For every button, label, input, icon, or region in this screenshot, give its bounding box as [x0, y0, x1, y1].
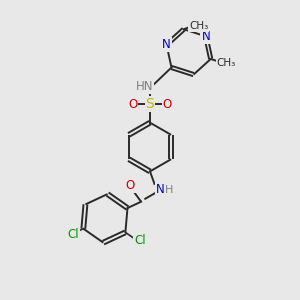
Text: O: O: [126, 178, 135, 192]
Text: S: S: [146, 97, 154, 111]
Text: CH₃: CH₃: [217, 58, 236, 68]
Text: Cl: Cl: [134, 234, 146, 247]
Text: N: N: [201, 30, 210, 43]
Text: O: O: [128, 98, 137, 111]
Text: N: N: [156, 183, 165, 196]
Text: H: H: [164, 185, 173, 195]
Text: HN: HN: [136, 80, 153, 94]
Text: O: O: [163, 98, 172, 111]
Text: N: N: [162, 38, 171, 51]
Text: CH₃: CH₃: [189, 21, 208, 31]
Text: Cl: Cl: [68, 228, 79, 241]
